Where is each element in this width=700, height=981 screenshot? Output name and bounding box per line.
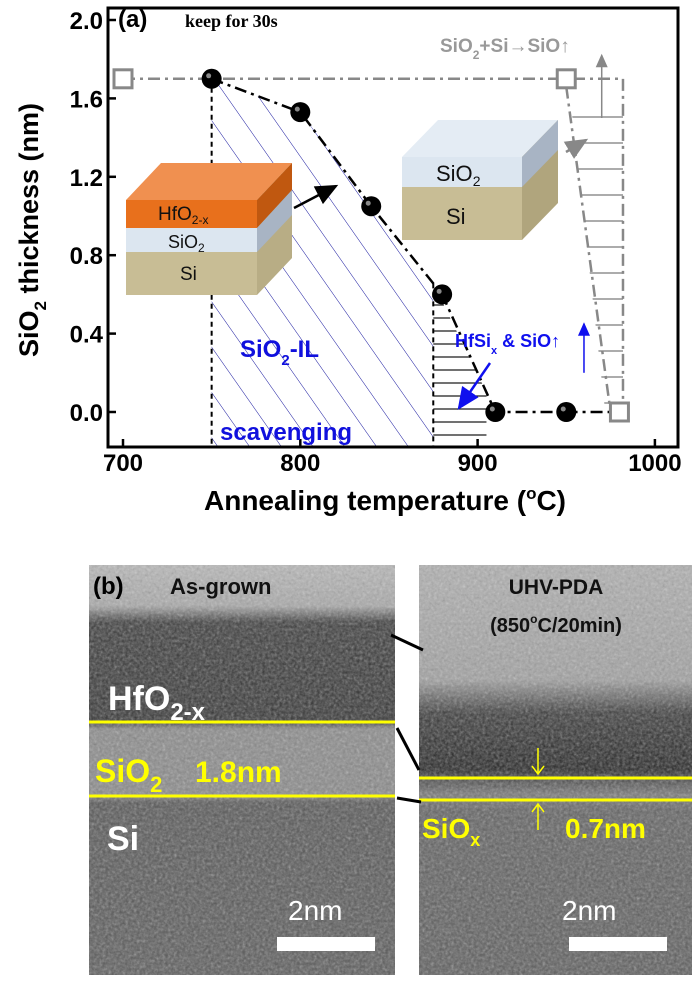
inset-label-sio2: SiO2	[168, 232, 205, 255]
annotation-sio2-il: SiO2-IL	[240, 336, 319, 369]
data-point-square	[555, 68, 577, 90]
x-axis-label: Annealing temperature (oC)	[204, 484, 566, 516]
arrow-up-icon	[531, 802, 545, 830]
y-tick-label: 2.0	[70, 8, 103, 35]
scale-bar	[277, 937, 375, 951]
arrow-icon	[457, 362, 492, 411]
y-tick-label: 1.2	[70, 165, 103, 192]
label-si: Si	[107, 820, 139, 858]
inset-stack-right: SiO2 Si	[402, 120, 558, 240]
annotation-sio-desorption: SiO2+Si→SiO↑	[440, 36, 570, 62]
x-tick-label: 900	[458, 450, 498, 477]
y-tick-label: 0.0	[70, 400, 103, 427]
data-point-circle	[201, 68, 222, 89]
inset-stack-left: HfO2-x SiO2 Si	[126, 163, 292, 295]
arrow-icon	[563, 138, 589, 159]
x-tick-label: 800	[280, 450, 320, 477]
annotation-keep: keep for 30s	[185, 11, 278, 31]
tem-image-uhv-pda	[419, 565, 692, 975]
plot-frame	[106, 6, 680, 449]
data-point-circle	[432, 284, 453, 305]
scale-bar-label: 2nm	[288, 895, 342, 926]
label-siox: SiOx	[422, 813, 480, 850]
data-point-circle	[361, 196, 382, 217]
inset-label-si: Si	[180, 264, 197, 285]
data-point-highlight	[560, 406, 566, 412]
x-tick-label: 700	[103, 450, 143, 477]
data-point-circle	[556, 402, 577, 422]
data-point-highlight	[436, 288, 442, 294]
data-point-circle	[290, 102, 311, 123]
y-tick-label: 0.4	[70, 322, 104, 349]
annotation-scavenging: scavenging	[220, 419, 352, 446]
data-point-square	[608, 401, 630, 423]
connector-line	[390, 633, 424, 652]
tem-image-as-grown	[89, 565, 395, 975]
label-hfo2x: HfO2-x	[108, 680, 206, 726]
arrow-icon	[293, 184, 339, 210]
data-point-circle	[485, 402, 506, 422]
thickness-1-8nm: 1.8nm	[195, 756, 282, 789]
y-tick-label: 0.8	[70, 243, 103, 270]
y-axis-label: SiO2 thickness (nm)	[14, 103, 50, 357]
data-point-highlight	[206, 73, 212, 79]
thickness-0-7nm: 0.7nm	[565, 813, 646, 844]
tem-title-uhv-pda: UHV-PDA	[509, 576, 604, 599]
data-point-highlight	[294, 106, 300, 112]
label-sio2: SiO2	[95, 753, 162, 797]
tem-title-as-grown: As-grown	[170, 574, 271, 599]
panel-label-b: (b)	[93, 573, 124, 600]
data-point-highlight	[489, 406, 495, 412]
panel-label-a: (a)	[118, 6, 147, 33]
x-tick-label: 1000	[628, 450, 681, 477]
scale-bar-label: 2nm	[562, 895, 616, 926]
hatch-region-hfsix	[433, 283, 487, 447]
inset-label-si-right: Si	[446, 204, 466, 229]
y-tick-label: 1.6	[70, 86, 103, 113]
tem-condition: (850oC/20min)	[490, 612, 622, 637]
hatch-region-sio	[569, 94, 623, 412]
connector-line	[395, 727, 421, 771]
data-point-square	[112, 68, 134, 90]
data-point-highlight	[365, 200, 371, 206]
connector-line	[396, 796, 422, 804]
inset-label-sio2-right: SiO2	[436, 161, 481, 189]
annotation-hfsix: HfSix & SiO↑	[455, 331, 560, 357]
inset-label-hfo2x: HfO2-x	[158, 204, 208, 227]
arrow-down-icon	[531, 748, 545, 776]
scale-bar	[569, 937, 667, 951]
